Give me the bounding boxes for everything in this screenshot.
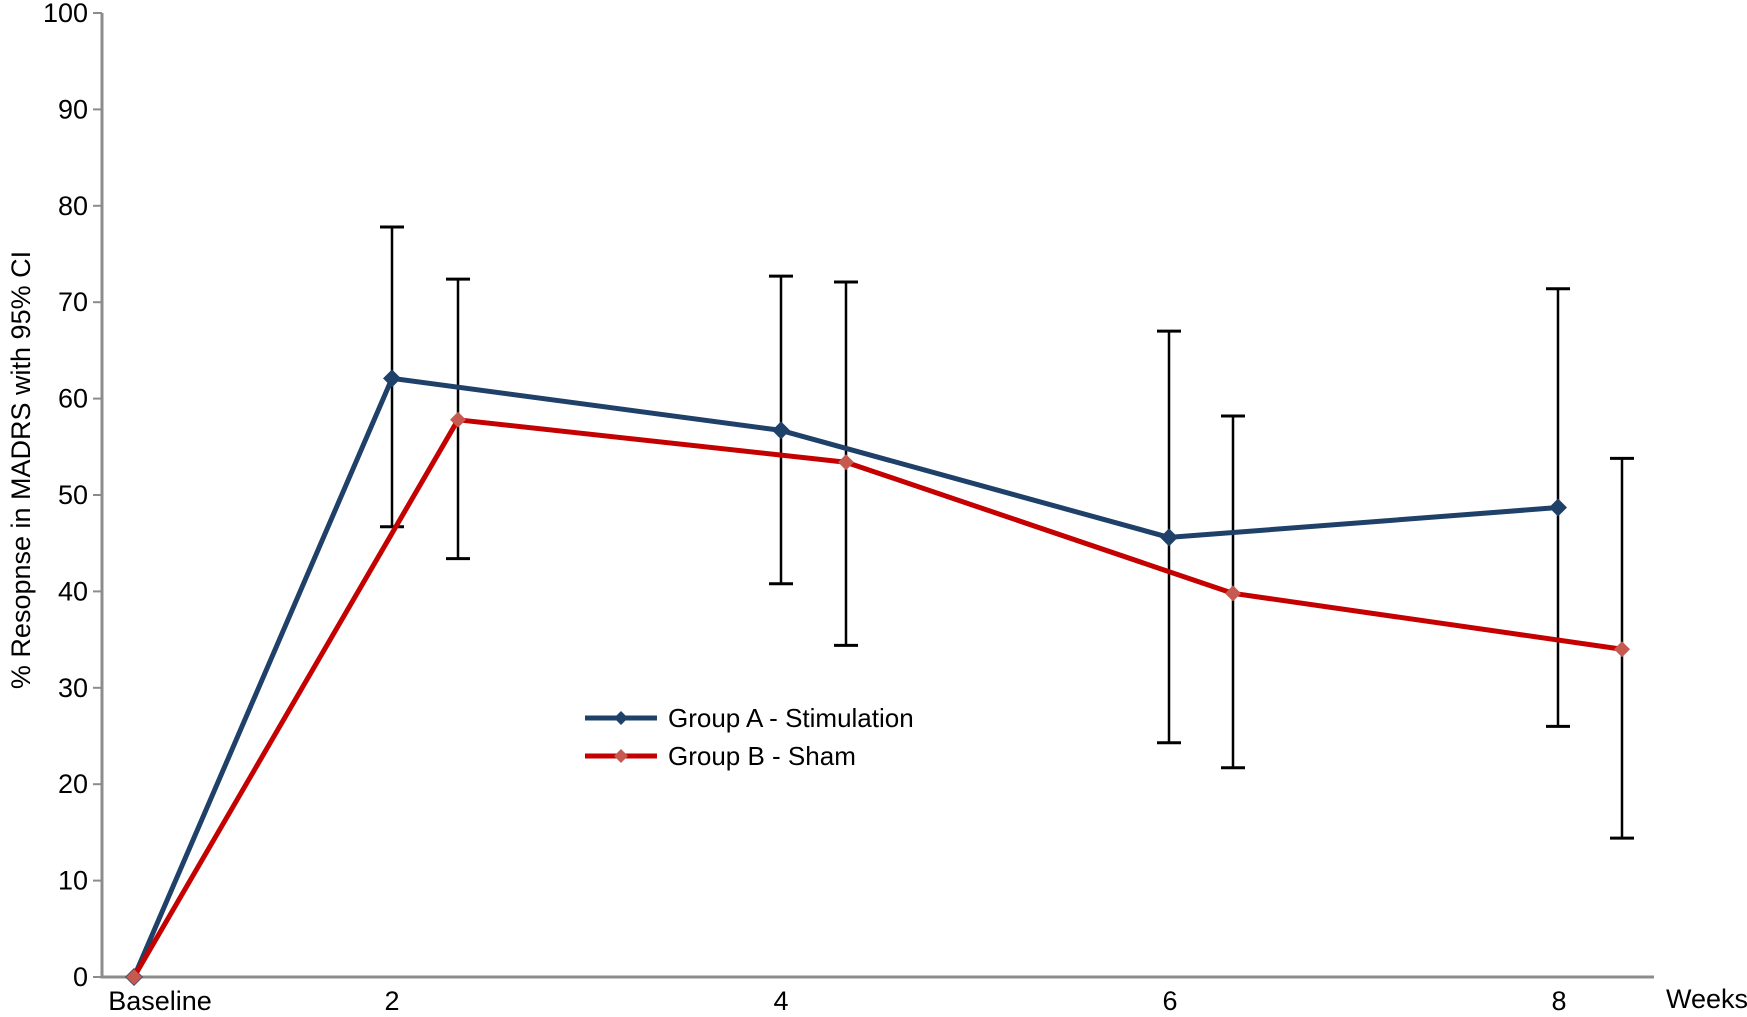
- y-tick-label: 90: [58, 94, 88, 124]
- y-axis-title: % Resopnse in MADRS with 95% CI: [6, 251, 36, 689]
- y-tick-label: 100: [43, 0, 88, 28]
- data-point-group-a-stimulation: [772, 421, 790, 440]
- legend-label-group-b-sham: Group B - Sham: [668, 741, 856, 771]
- y-tick-label: 60: [58, 384, 88, 414]
- plot-layer: 0 10 20 30 40 50 60 70 80 90 100 Baseline 2 4 6 8 Group …: [43, 0, 1654, 1016]
- x-tick-label: 2: [384, 986, 399, 1016]
- series-line-group-b-sham: [131, 417, 1625, 980]
- y-tick-label: 50: [58, 480, 88, 510]
- data-point-group-b-sham: [450, 411, 466, 428]
- x-tick-label: 6: [1162, 986, 1177, 1016]
- y-tick-label: 30: [58, 673, 88, 703]
- y-tick-label: 0: [73, 962, 88, 992]
- data-point-group-a-stimulation: [1549, 498, 1567, 517]
- legend-marker-group-a-stimulation: [614, 711, 628, 725]
- x-axis-unit-label: Weeks: [1666, 984, 1747, 1014]
- y-tick-label: 10: [58, 866, 88, 896]
- data-point-group-b-sham: [838, 454, 854, 471]
- y-tick-label: 20: [58, 769, 88, 799]
- y-tick-label: 80: [58, 191, 88, 221]
- data-point-group-b-sham: [1225, 585, 1241, 602]
- x-tick-label: 4: [773, 986, 788, 1016]
- data-point-group-a-stimulation: [383, 369, 401, 388]
- data-point-group-a-stimulation: [1160, 528, 1178, 547]
- y-tick-label: 40: [58, 576, 88, 606]
- y-tick-label: 70: [58, 287, 88, 317]
- x-tick-label: Baseline: [108, 986, 212, 1016]
- legend-label-group-a-stimulation: Group A - Stimulation: [668, 703, 914, 733]
- x-tick-label: 8: [1551, 986, 1566, 1016]
- legend-marker-group-b-sham: [614, 749, 628, 763]
- data-point-group-b-sham: [126, 969, 142, 985]
- data-point-group-b-sham: [1614, 641, 1630, 658]
